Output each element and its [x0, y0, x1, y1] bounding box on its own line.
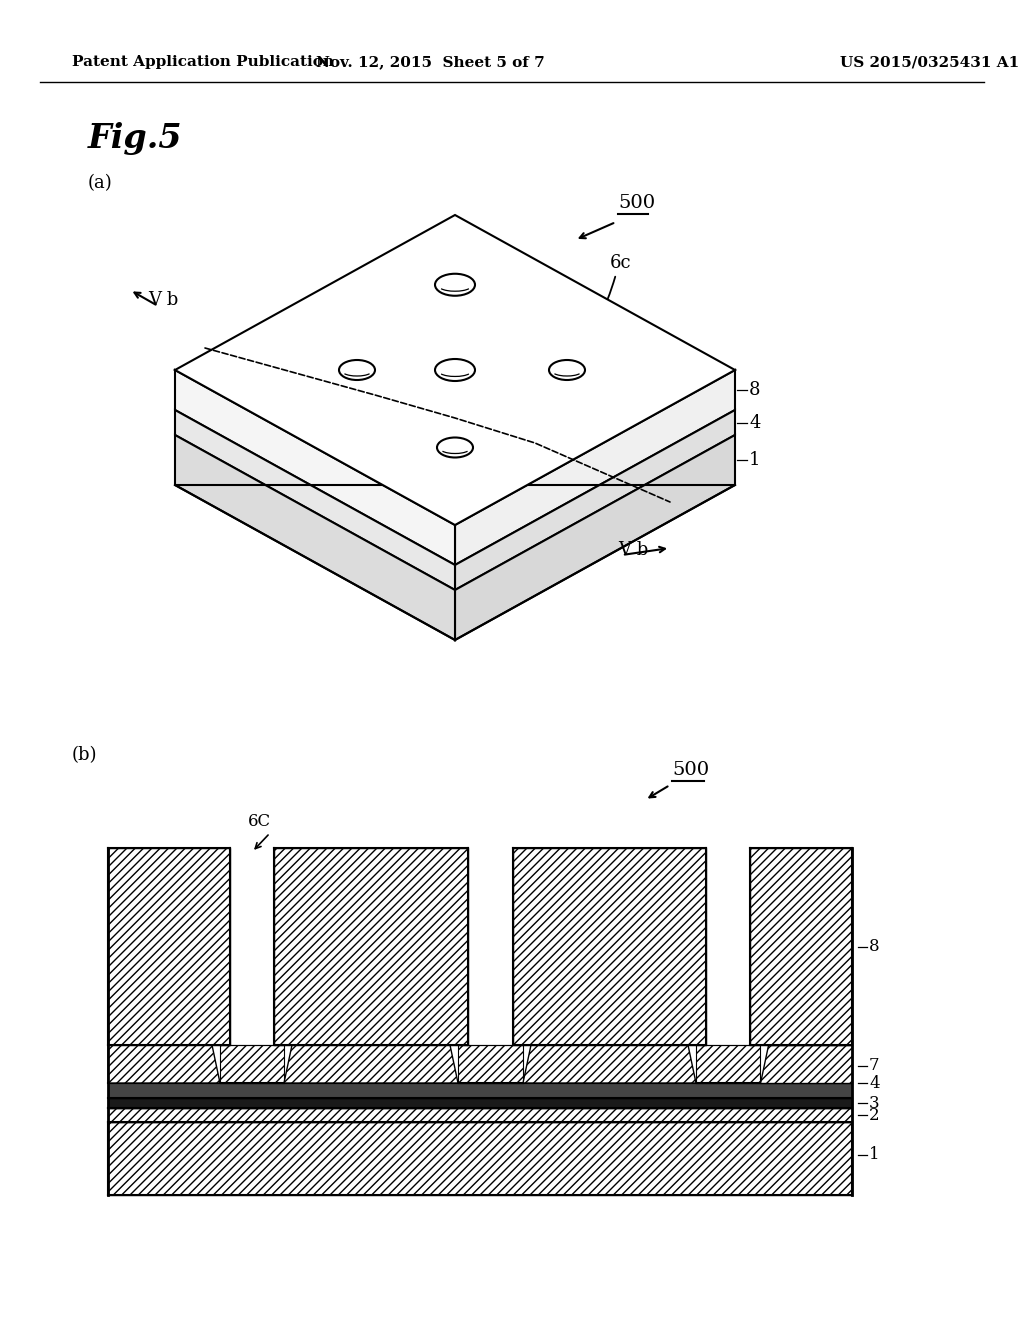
- Text: 3: 3: [869, 1094, 880, 1111]
- Polygon shape: [455, 370, 735, 565]
- Polygon shape: [750, 847, 852, 1045]
- Polygon shape: [108, 1082, 852, 1098]
- Text: V b: V b: [148, 290, 178, 309]
- Polygon shape: [220, 1045, 284, 1082]
- Polygon shape: [175, 370, 455, 565]
- Text: (a): (a): [88, 174, 113, 191]
- Text: (b): (b): [72, 746, 97, 764]
- Text: 6C: 6C: [248, 813, 271, 830]
- Text: 1: 1: [749, 451, 761, 469]
- Polygon shape: [175, 215, 735, 525]
- Text: Fig.5: Fig.5: [88, 121, 182, 154]
- Polygon shape: [458, 1045, 523, 1082]
- Polygon shape: [175, 411, 455, 590]
- Polygon shape: [513, 847, 706, 1045]
- Text: 4: 4: [749, 413, 761, 432]
- Polygon shape: [760, 1045, 852, 1082]
- Polygon shape: [108, 1098, 852, 1107]
- Text: 6c: 6c: [610, 253, 632, 272]
- Text: V b: V b: [618, 541, 648, 558]
- Polygon shape: [175, 436, 455, 640]
- Text: 4: 4: [869, 1074, 880, 1092]
- Text: Patent Application Publication: Patent Application Publication: [72, 55, 334, 69]
- Text: Nov. 12, 2015  Sheet 5 of 7: Nov. 12, 2015 Sheet 5 of 7: [315, 55, 545, 69]
- Ellipse shape: [549, 360, 585, 380]
- Ellipse shape: [435, 359, 475, 381]
- Polygon shape: [455, 411, 735, 590]
- Text: 2: 2: [869, 1106, 880, 1123]
- Ellipse shape: [435, 273, 475, 296]
- Polygon shape: [284, 1045, 458, 1082]
- Text: 7: 7: [869, 1057, 880, 1074]
- Polygon shape: [696, 1045, 760, 1082]
- Polygon shape: [108, 1045, 220, 1082]
- Polygon shape: [108, 1107, 852, 1122]
- Text: 8: 8: [749, 381, 761, 399]
- Text: 500: 500: [618, 194, 655, 213]
- Text: US 2015/0325431 A1: US 2015/0325431 A1: [840, 55, 1019, 69]
- Polygon shape: [108, 847, 230, 1045]
- Polygon shape: [108, 1122, 852, 1195]
- Text: 1: 1: [869, 1146, 880, 1163]
- Polygon shape: [274, 847, 468, 1045]
- Polygon shape: [455, 436, 735, 640]
- Ellipse shape: [339, 360, 375, 380]
- Text: 8: 8: [869, 939, 880, 954]
- Text: 500: 500: [672, 762, 710, 779]
- Ellipse shape: [437, 437, 473, 458]
- Polygon shape: [523, 1045, 696, 1082]
